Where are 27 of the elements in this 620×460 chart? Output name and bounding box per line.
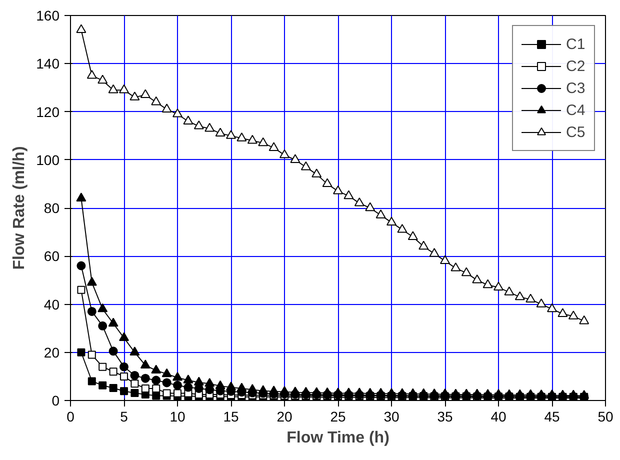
legend-label: C2: [566, 58, 586, 74]
x-tick-label: 40: [490, 408, 506, 424]
y-tick-label: 160: [36, 8, 60, 24]
x-tick-label: 15: [223, 408, 239, 424]
y-axis-title: Flow Rate (ml/h): [11, 146, 28, 270]
y-tick-label: 100: [36, 152, 60, 168]
x-tick-label: 50: [598, 408, 614, 424]
x-tick-label: 25: [330, 408, 346, 424]
x-tick-label: 45: [544, 408, 560, 424]
y-tick-label: 80: [44, 200, 60, 216]
y-tick-label: 0: [52, 392, 60, 408]
x-tick-label: 5: [120, 408, 128, 424]
x-axis-title: Flow Time (h): [286, 430, 390, 446]
y-tick-label: 20: [44, 344, 60, 360]
y-tick-label: 140: [36, 56, 60, 72]
x-tick-label: 0: [66, 408, 75, 424]
legend-label: C3: [566, 80, 586, 96]
legend-label: C5: [566, 124, 586, 140]
y-tick-label: 40: [44, 296, 60, 312]
y-tick-label: 60: [44, 248, 60, 264]
legend-label: C1: [566, 36, 586, 52]
x-tick-label: 10: [170, 408, 186, 424]
y-tick-label: 120: [36, 104, 60, 120]
legend-label: C4: [566, 102, 586, 118]
x-tick-label: 30: [384, 408, 400, 424]
x-tick-label: 20: [276, 408, 292, 424]
x-tick-label: 35: [437, 408, 453, 424]
